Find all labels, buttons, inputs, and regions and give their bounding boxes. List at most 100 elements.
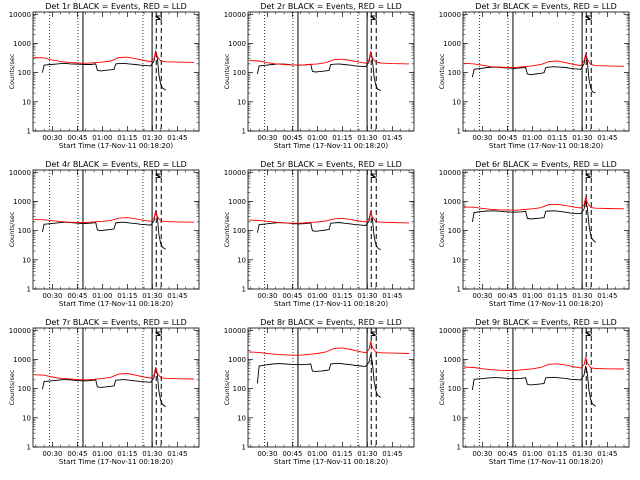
x-tick-label: 01:15 xyxy=(332,450,352,458)
x-tick-label: 01:15 xyxy=(117,292,137,300)
saa-marker-label: S xyxy=(371,172,375,180)
x-tick-label: 00:45 xyxy=(497,450,517,458)
plot-frame xyxy=(462,327,630,448)
y-tick-label: 100 xyxy=(233,385,246,393)
x-tick-label: 01:15 xyxy=(547,450,567,458)
saa-marker-label: S xyxy=(370,330,374,338)
saa-marker-label: D xyxy=(372,172,377,180)
y-axis-label: Counts/sec xyxy=(8,369,16,405)
x-tick-label: 01:30 xyxy=(142,450,162,458)
lld-series-line xyxy=(249,211,410,224)
x-tick-label: 01:00 xyxy=(522,134,542,142)
y-tick-label: 10000 xyxy=(224,327,246,335)
lld-series-line xyxy=(249,50,410,66)
x-axis-label: Start Time (17-Nov-11 00:18:20) xyxy=(489,142,603,150)
events-series-line xyxy=(41,367,166,408)
y-tick-label: 10 xyxy=(22,98,31,106)
x-tick-label: 00:45 xyxy=(67,450,87,458)
y-tick-label: 10 xyxy=(237,256,246,264)
plot-frame xyxy=(247,169,415,290)
saa-marker-label: S xyxy=(157,172,161,180)
x-tick-label: 01:15 xyxy=(117,450,137,458)
y-axis-label: Counts/sec xyxy=(8,211,16,247)
plot-frame xyxy=(32,327,200,448)
x-tick-label: 01:30 xyxy=(357,134,377,142)
panel-title: Det 7r BLACK = Events, RED = LLD xyxy=(45,318,187,327)
x-tick-label: 01:30 xyxy=(572,134,592,142)
x-tick-label: 01:45 xyxy=(167,292,187,300)
y-tick-label: 1000 xyxy=(228,198,246,206)
saa-marker-label: D xyxy=(587,172,592,180)
saa-marker-label: S xyxy=(372,330,376,338)
x-tick-label: 00:30 xyxy=(42,134,62,142)
detector-panel-3: Det 3r BLACK = Events, RED = LLD 1 10 100 10… xyxy=(438,2,630,150)
x-tick-label: 01:00 xyxy=(307,450,327,458)
x-tick-label: 01:30 xyxy=(142,134,162,142)
y-tick-label: 1000 xyxy=(228,40,246,48)
y-tick-label: 100 xyxy=(448,227,461,235)
y-axis-label: Counts/sec xyxy=(438,369,446,405)
x-tick-label: 00:45 xyxy=(67,292,87,300)
panel-title: Det 3r BLACK = Events, RED = LLD xyxy=(475,2,617,11)
x-tick-label: 01:45 xyxy=(382,450,402,458)
y-tick-label: 1 xyxy=(27,128,31,136)
x-tick-label: 01:45 xyxy=(597,134,617,142)
x-axis-label: Start Time (17-Nov-11 00:18:20) xyxy=(59,458,173,466)
x-tick-label: 01:45 xyxy=(597,450,617,458)
y-tick-label: 100 xyxy=(448,69,461,77)
x-tick-label: 01:45 xyxy=(167,134,187,142)
y-tick-label: 10 xyxy=(452,256,461,264)
x-axis-label: Start Time (17-Nov-11 00:18:20) xyxy=(59,300,173,308)
y-tick-label: 100 xyxy=(18,227,31,235)
y-tick-label: 10 xyxy=(237,414,246,422)
detector-panel-5: Det 5r BLACK = Events, RED = LLD 1 10 100 10… xyxy=(223,160,415,308)
x-tick-label: 01:45 xyxy=(382,134,402,142)
y-tick-label: 10 xyxy=(452,98,461,106)
lld-series-line xyxy=(34,210,195,223)
saa-marker-label: D xyxy=(587,14,592,22)
x-axis-label: Start Time (17-Nov-11 00:18:20) xyxy=(489,458,603,466)
saa-marker-label: D xyxy=(157,330,162,338)
panel-title: Det 4r BLACK = Events, RED = LLD xyxy=(45,160,187,169)
saa-marker-label: S xyxy=(156,172,160,180)
x-tick-label: 00:45 xyxy=(497,292,517,300)
saa-marker-label: S xyxy=(372,14,376,22)
x-tick-label: 00:30 xyxy=(472,292,492,300)
saa-marker-label: D xyxy=(372,330,377,338)
y-tick-label: 1 xyxy=(242,444,246,452)
y-tick-label: 1 xyxy=(242,128,246,136)
x-tick-label: 00:30 xyxy=(257,134,277,142)
saa-marker-label: S xyxy=(586,14,590,22)
y-tick-label: 10 xyxy=(452,414,461,422)
saa-marker-label: S xyxy=(370,14,374,22)
saa-marker-label: S xyxy=(155,330,159,338)
detector-panel-6: Det 6r BLACK = Events, RED = LLD 1 10 100 10… xyxy=(438,160,630,308)
events-series-line xyxy=(256,52,381,92)
x-tick-label: 01:30 xyxy=(572,292,592,300)
y-tick-label: 10 xyxy=(22,256,31,264)
x-tick-label: 01:45 xyxy=(382,292,402,300)
lld-series-line xyxy=(464,357,625,371)
y-tick-label: 1000 xyxy=(228,356,246,364)
y-tick-label: 10000 xyxy=(9,169,31,177)
saa-marker-label: S xyxy=(156,14,160,22)
x-tick-label: 01:00 xyxy=(307,292,327,300)
x-tick-label: 01:30 xyxy=(572,450,592,458)
x-tick-label: 01:00 xyxy=(92,292,112,300)
x-tick-label: 01:00 xyxy=(92,134,112,142)
detector-panel-7: Det 7r BLACK = Events, RED = LLD 1 10 100 10… xyxy=(8,318,200,466)
x-tick-label: 00:30 xyxy=(257,450,277,458)
saa-marker-label: S xyxy=(585,172,589,180)
saa-marker-label: D xyxy=(157,14,162,22)
y-tick-label: 100 xyxy=(233,69,246,77)
y-tick-label: 1000 xyxy=(443,198,461,206)
detector-panel-8: Det 8r BLACK = Events, RED = LLD 1 10 100 10… xyxy=(223,318,415,466)
saa-marker-label: S xyxy=(586,330,590,338)
events-series-line xyxy=(41,51,166,91)
detector-panel-1: Det 1r BLACK = Events, RED = LLD 1 10 100 10… xyxy=(8,2,200,150)
x-tick-label: 01:00 xyxy=(307,134,327,142)
y-tick-label: 1000 xyxy=(13,198,31,206)
y-tick-label: 1000 xyxy=(13,40,31,48)
x-tick-label: 01:30 xyxy=(142,292,162,300)
